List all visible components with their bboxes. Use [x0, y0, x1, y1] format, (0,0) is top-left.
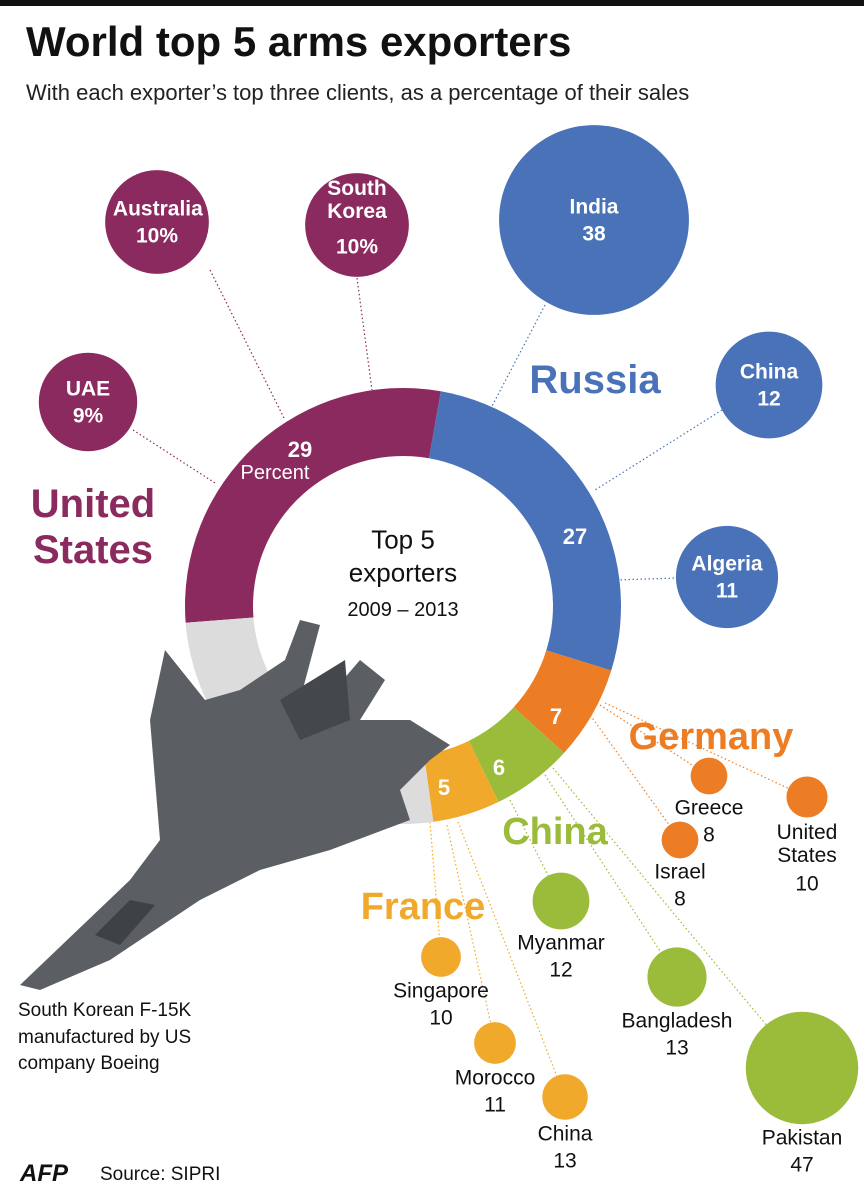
client-bubble: [38, 352, 138, 452]
connector: [209, 269, 286, 421]
client-name: Morocco: [454, 1066, 536, 1090]
client-name: Pakistan: [761, 1126, 843, 1150]
client-bubble: [786, 776, 828, 818]
client-bubble: [661, 821, 699, 859]
exporter-name: Germany: [628, 716, 794, 759]
client-name: India: [569, 195, 619, 219]
connector: [429, 821, 442, 958]
client-bubble: [499, 125, 689, 315]
connector: [356, 277, 373, 391]
connector: [599, 704, 710, 777]
client-name: Algeria: [691, 552, 763, 576]
client-value: 10: [795, 872, 819, 895]
connector: [614, 577, 679, 581]
exporter-name: France: [360, 886, 486, 929]
donut-segment: [429, 391, 621, 671]
client-bubble: [675, 525, 779, 629]
client-name: Greece: [674, 796, 744, 820]
donut-segment: [468, 707, 564, 802]
title: World top 5 arms exporters: [26, 18, 572, 65]
client-value: 10%: [335, 235, 379, 259]
client-value: 11: [715, 579, 739, 603]
subtitle: With each exporter’s top three clients, …: [26, 80, 690, 105]
top-bar: [0, 0, 864, 6]
client-bubble: [474, 1022, 516, 1064]
segment-label: 7: [549, 703, 563, 729]
client-value: 8: [703, 823, 715, 847]
connector: [544, 774, 678, 978]
client-name: South Korea: [327, 176, 387, 223]
client-value: 13: [553, 1149, 577, 1173]
logo: AFP: [20, 1160, 68, 1187]
client-value: 10%: [135, 224, 179, 248]
client-value: 8: [674, 887, 686, 911]
exporter-name: China: [502, 811, 608, 854]
connector: [509, 799, 562, 902]
client-value: 12: [549, 958, 573, 982]
unit-label: Percent: [240, 462, 310, 484]
client-bubble: [542, 1074, 588, 1120]
client-name: United States: [776, 820, 838, 867]
exporter-name: Russia: [529, 358, 661, 402]
connector: [604, 702, 808, 798]
jet: [20, 620, 450, 990]
donut-segment: [513, 650, 612, 753]
connector: [594, 409, 723, 491]
connector: [457, 821, 566, 1098]
client-bubble: [421, 937, 461, 977]
client-bubble: [105, 170, 209, 274]
client-value: 47: [790, 1153, 814, 1177]
caption: South Korean F-15K manufactured by US co…: [18, 1000, 192, 1075]
client-name: Bangladesh: [621, 1009, 733, 1033]
client-name: Israel: [654, 860, 706, 884]
connector: [446, 824, 496, 1044]
client-name: Australia: [112, 197, 203, 221]
client-bubble: [532, 872, 590, 930]
client-value: 38: [582, 222, 606, 246]
connector: [132, 429, 216, 484]
client-name: China: [739, 360, 799, 384]
client-name: Singapore: [393, 979, 489, 1003]
client-name: UAE: [65, 377, 111, 401]
client-bubble: [305, 173, 409, 277]
exporter-name: United States: [30, 482, 156, 572]
center-title: Top 5 exporters: [348, 524, 458, 588]
client-name: China: [537, 1122, 593, 1146]
source: Source: SIPRI: [100, 1164, 221, 1185]
client-value: 13: [665, 1036, 689, 1060]
connector: [552, 767, 803, 1069]
donut-segment: [423, 740, 499, 822]
segment-label: 5: [437, 774, 451, 800]
client-value: 12: [757, 387, 781, 411]
client-name: Myanmar: [517, 931, 605, 955]
client-bubble: [690, 757, 728, 795]
client-bubble: [745, 1011, 859, 1125]
client-value: 9%: [72, 404, 104, 428]
segment-label: 29: [287, 436, 313, 462]
period: 2009 – 2013: [347, 599, 459, 621]
donut-segment: [184, 388, 441, 623]
client-bubble: [715, 331, 823, 439]
client-value: 10: [429, 1006, 453, 1030]
segment-label: 27: [562, 523, 588, 549]
client-bubble: [647, 947, 707, 1007]
client-value: 11: [484, 1093, 506, 1117]
segment-label: 6: [492, 754, 506, 780]
